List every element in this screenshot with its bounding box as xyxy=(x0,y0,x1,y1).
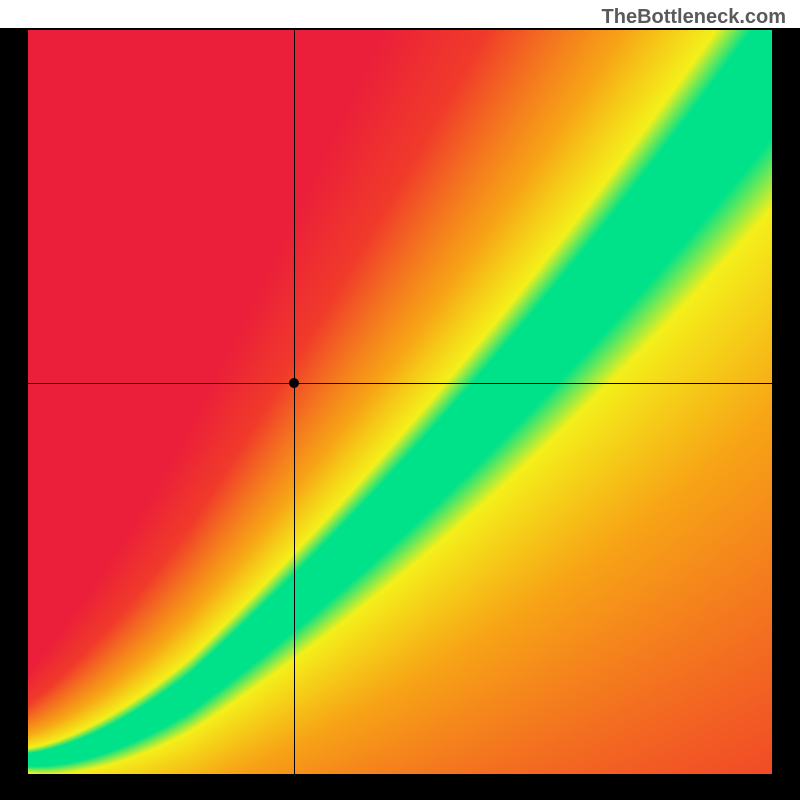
crosshair-vertical xyxy=(294,30,295,774)
heatmap-plot xyxy=(28,30,772,774)
crosshair-horizontal xyxy=(28,383,772,384)
heatmap-canvas xyxy=(28,30,772,774)
plot-frame xyxy=(0,28,800,800)
crosshair-point xyxy=(289,378,299,388)
watermark-text: TheBottleneck.com xyxy=(602,6,786,29)
chart-container: TheBottleneck.com xyxy=(0,0,800,800)
